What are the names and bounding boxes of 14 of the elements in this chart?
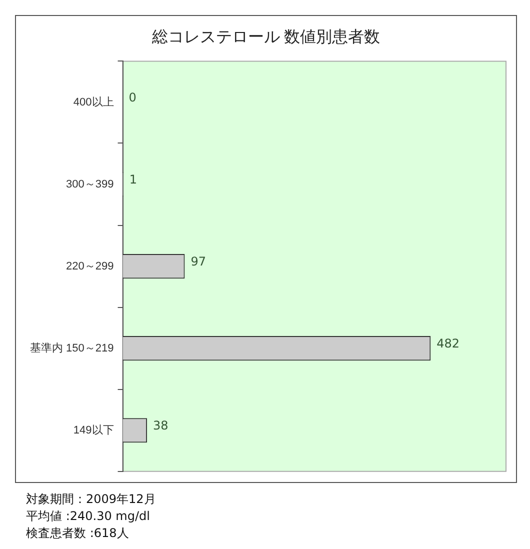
y-tick-label: 400以上 xyxy=(73,95,114,108)
text: 検査患者数 :618人 xyxy=(26,525,130,542)
data-label: 97 xyxy=(190,254,206,268)
data-label: 0 xyxy=(128,90,136,104)
text: 対象期間：2009年12月 xyxy=(26,491,156,508)
data-label: 1 xyxy=(129,172,138,186)
chart-title: 総コレステロール 数値別患者数 xyxy=(150,28,380,46)
y-tick-label: 220～299 xyxy=(66,260,114,272)
text: 平均値 :240.30 mg/dl xyxy=(26,508,151,525)
y-tick-label: 300～399 xyxy=(66,178,114,190)
data-label: 38 xyxy=(153,418,168,433)
data-label: 482 xyxy=(436,336,460,350)
y-tick-label: 149以下 xyxy=(73,423,114,436)
y-tick-label: 基準内 150～219 xyxy=(30,341,114,354)
